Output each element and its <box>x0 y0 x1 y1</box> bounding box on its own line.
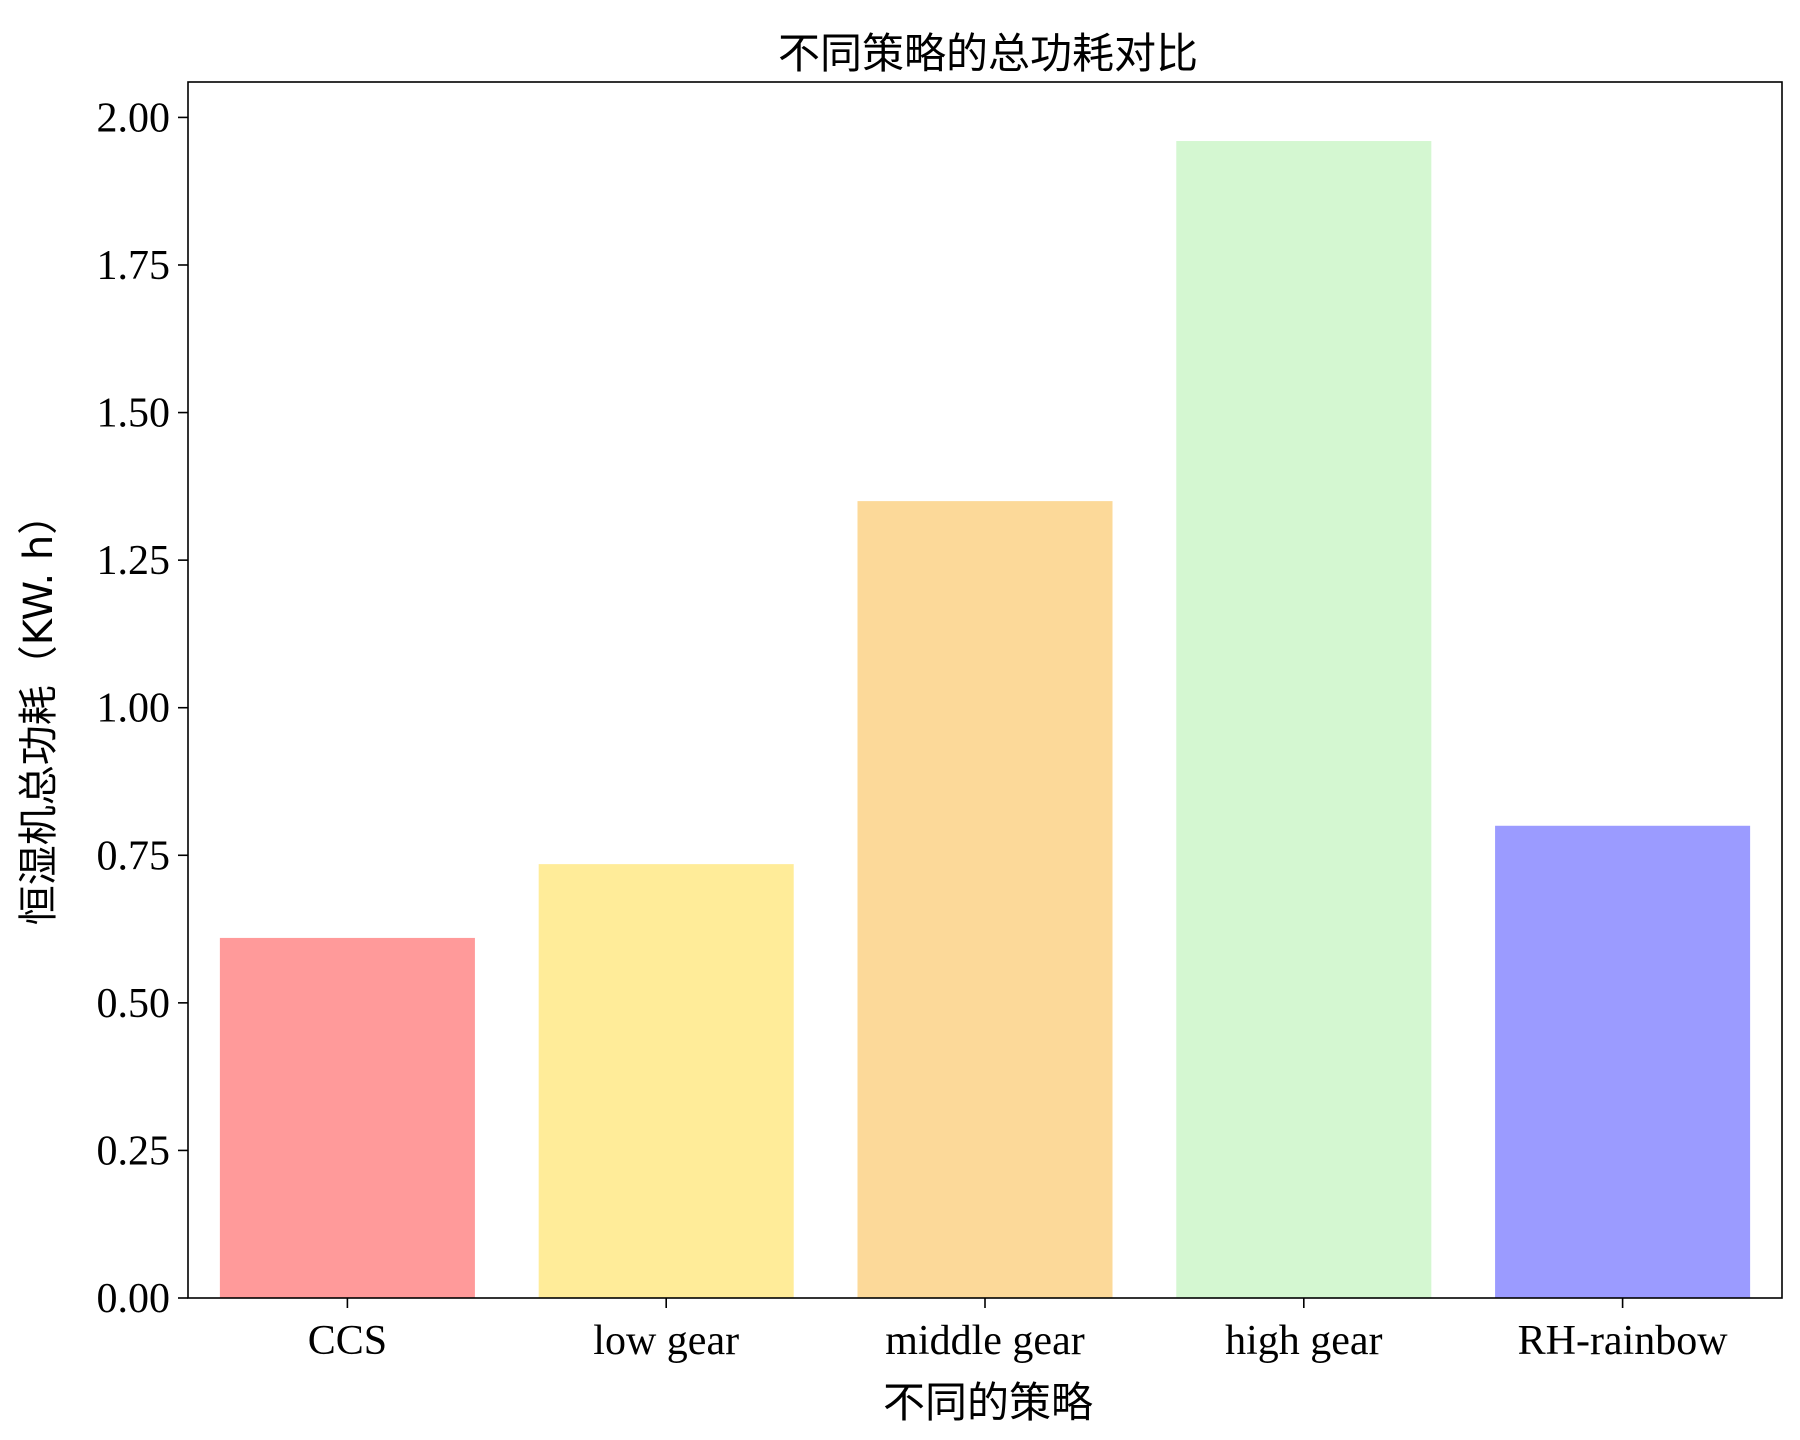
bar-middle-gear <box>857 501 1113 1298</box>
y-tick-label: 0.25 <box>97 1128 171 1174</box>
x-tick-label-middle-gear: middle gear <box>885 1318 1084 1364</box>
x-tick-label-rh-rainbow: RH-rainbow <box>1518 1318 1729 1364</box>
y-tick-label: 1.00 <box>97 686 171 732</box>
y-tick-label: 1.75 <box>97 243 171 289</box>
y-axis-title: 恒湿机总功耗（KW. h） <box>16 495 62 926</box>
bar-rh-rainbow <box>1495 825 1751 1298</box>
x-tick-label-high-gear: high gear <box>1225 1318 1382 1364</box>
bar-high-gear <box>1176 141 1432 1298</box>
x-tick-label-low-gear: low gear <box>593 1318 739 1364</box>
bar-low-gear <box>538 864 794 1298</box>
y-tick-label: 0.50 <box>97 981 171 1027</box>
x-axis-title: 不同的策略 <box>883 1378 1093 1427</box>
x-tick-label-ccs: CCS <box>308 1318 387 1364</box>
bar-ccs <box>219 937 475 1298</box>
y-tick-label: 0.75 <box>97 833 171 879</box>
plot-area: 0.00 0.25 0.50 0.75 1.00 1.25 1.50 1.75 2.00 CCS l… <box>97 81 1783 1364</box>
y-tick-label: 1.50 <box>97 391 171 437</box>
chart-title: 不同策略的总功耗对比 <box>778 29 1198 78</box>
y-tick-label: 0.00 <box>97 1276 171 1322</box>
y-tick-label: 2.00 <box>97 95 171 141</box>
y-tick-label: 1.25 <box>97 538 171 584</box>
